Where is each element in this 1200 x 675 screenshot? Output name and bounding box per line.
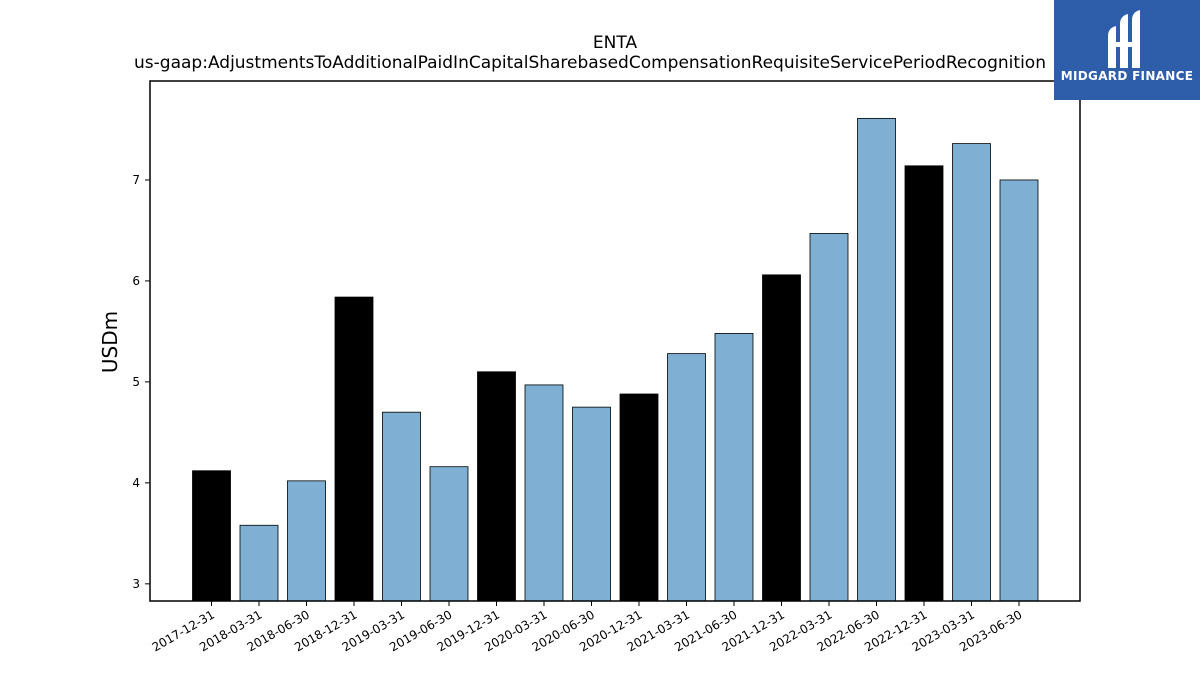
y-tick-label: 4 <box>132 476 140 490</box>
chart-subtitle: us-gaap:AdjustmentsToAdditionalPaidInCap… <box>134 53 1046 73</box>
bar-2018-06-30 <box>287 480 326 602</box>
y-tick-label: 3 <box>132 577 140 591</box>
x-axis-ticks: 2017-12-312018-03-312018-06-302018-12-31… <box>150 601 1025 654</box>
y-axis-ticks: 3 4 5 6 7 <box>132 173 150 591</box>
y-axis-label: USDm <box>98 311 122 373</box>
bar-2018-03-31 <box>239 524 279 602</box>
bar-2022-06-30 <box>857 117 896 602</box>
brand-logo: MIDGARD FINANCE <box>1054 0 1200 100</box>
bar-2019-06-30 <box>429 466 469 602</box>
chart-title: ENTA <box>593 33 638 53</box>
bars-group <box>192 117 1039 602</box>
midgard-logo-icon <box>1108 10 1140 68</box>
bar-2021-03-31 <box>667 353 706 602</box>
y-tick-label: 6 <box>132 274 140 288</box>
bar-2023-06-30 <box>999 179 1039 602</box>
bar-2023-03-31 <box>952 143 991 602</box>
bar-2021-06-30 <box>714 333 754 602</box>
bar-2020-03-31 <box>524 384 564 602</box>
logo-text: MIDGARD FINANCE <box>1060 69 1194 83</box>
bar-2019-12-31 <box>477 371 516 602</box>
bar-2022-12-31 <box>904 165 944 602</box>
bar-2021-12-31 <box>762 274 801 602</box>
bar-2020-12-31 <box>619 393 659 602</box>
bar-2018-12-31 <box>334 296 374 602</box>
y-tick-label: 5 <box>132 375 140 389</box>
bar-2017-12-31 <box>192 470 231 602</box>
bar-2022-03-31 <box>809 233 849 602</box>
bar-2019-03-31 <box>382 411 421 602</box>
bar-2020-06-30 <box>572 406 611 602</box>
plot-frame <box>149 80 1081 602</box>
y-tick-label: 7 <box>132 173 140 187</box>
